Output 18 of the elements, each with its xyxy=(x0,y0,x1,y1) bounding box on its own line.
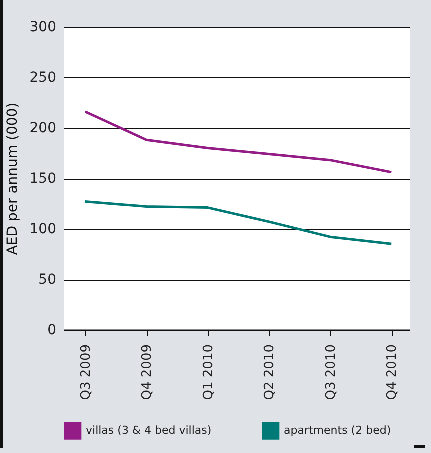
x-tick-label: Q4 2009 xyxy=(140,344,156,400)
y-tick-label: 50 xyxy=(38,272,56,288)
line-series xyxy=(84,200,393,246)
y-tick-label: 300 xyxy=(30,20,56,36)
x-tick-label: Q3 2009 xyxy=(78,344,94,400)
line-series xyxy=(84,110,393,174)
y-tick-label: 150 xyxy=(30,171,56,187)
x-tick-label: Q4 2010 xyxy=(385,344,400,400)
y-axis-title: AED per annum (000) xyxy=(4,102,21,256)
legend-label: villas (3 & 4 bed villas) xyxy=(86,424,212,438)
y-tick-label: 200 xyxy=(30,120,56,136)
x-tick-label: Q3 2010 xyxy=(324,344,339,400)
y-tick-label: 250 xyxy=(30,70,56,86)
x-tick-label: Q1 2010 xyxy=(201,344,216,400)
legend-label: apartments (2 bed) xyxy=(284,424,392,438)
y-tick-label: 0 xyxy=(48,322,56,338)
y-tick-label: 100 xyxy=(30,222,56,238)
x-tick-label: Q2 2010 xyxy=(262,344,278,400)
